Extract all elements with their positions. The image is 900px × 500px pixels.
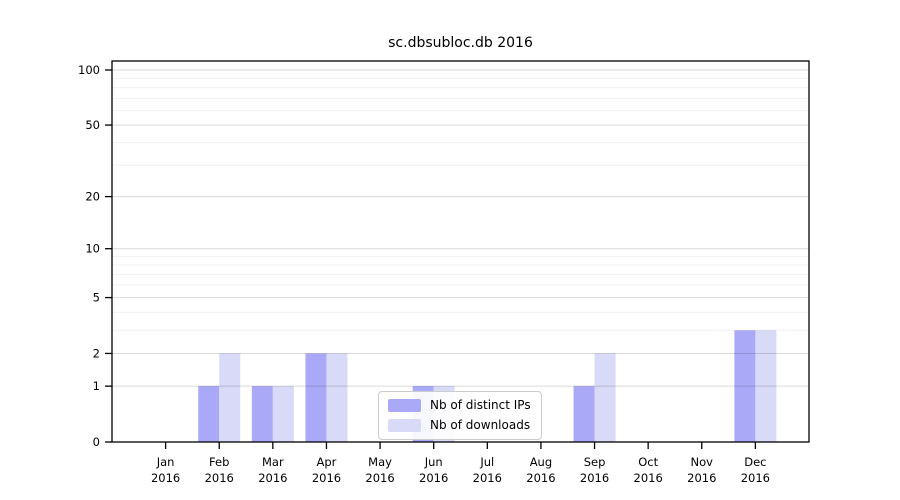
y-tick-label: 50 (85, 118, 100, 132)
x-tick-label-month: Jul (479, 455, 494, 469)
bar (326, 353, 348, 442)
legend-swatch-distinct-ips (388, 399, 421, 412)
x-tick-label-year: 2016 (312, 471, 341, 485)
bar (573, 386, 595, 442)
x-tick-label-year: 2016 (687, 471, 716, 485)
legend-swatch-downloads (388, 419, 421, 432)
y-tick-label: 10 (85, 242, 100, 256)
y-tick-label: 0 (93, 435, 100, 449)
y-tick-label: 5 (93, 291, 100, 305)
x-tick-label-month: Apr (317, 455, 337, 469)
x-tick-label-year: 2016 (151, 471, 180, 485)
y-tick-label: 1 (93, 379, 100, 393)
x-tick-label-year: 2016 (580, 471, 609, 485)
x-tick-label-month: Sep (584, 455, 606, 469)
x-tick-label-month: Jan (156, 455, 175, 469)
bar (272, 386, 294, 442)
bar (594, 353, 616, 442)
bar (198, 386, 220, 442)
x-tick-label-year: 2016 (526, 471, 555, 485)
y-tick-label: 100 (78, 63, 100, 77)
legend-label-distinct-ips: Nb of distinct IPs (430, 398, 531, 412)
bar (219, 353, 241, 442)
x-tick-label-month: Mar (262, 455, 284, 469)
x-tick-label-year: 2016 (205, 471, 234, 485)
x-tick-label-year: 2016 (741, 471, 770, 485)
y-tick-label: 2 (93, 346, 100, 360)
plot-border (111, 60, 810, 443)
x-tick-label-month: Dec (744, 455, 766, 469)
x-tick-label-month: Oct (638, 455, 658, 469)
chart-title: sc.dbsubloc.db 2016 (388, 35, 533, 51)
x-tick-label-year: 2016 (365, 471, 394, 485)
x-tick-label-year: 2016 (473, 471, 502, 485)
x-tick-label-year: 2016 (419, 471, 448, 485)
x-tick-label-month: Aug (530, 455, 552, 469)
x-tick-label-month: Jun (424, 455, 443, 469)
bar (734, 330, 756, 442)
bar (755, 330, 777, 442)
y-tick-label: 20 (85, 190, 100, 204)
x-tick-label-month: Nov (691, 455, 714, 469)
bar (305, 353, 327, 442)
x-tick-label-year: 2016 (258, 471, 287, 485)
bar (251, 386, 273, 442)
legend-entry-downloads: Nb of downloads (388, 417, 531, 434)
x-tick-label-month: Feb (209, 455, 229, 469)
legend-entry-distinct-ips: Nb of distinct IPs (388, 397, 531, 414)
x-tick-label-year: 2016 (634, 471, 663, 485)
legend: Nb of distinct IPs Nb of downloads (378, 391, 542, 440)
legend-label-downloads: Nb of downloads (430, 418, 531, 432)
x-tick-label-month: May (368, 455, 392, 469)
